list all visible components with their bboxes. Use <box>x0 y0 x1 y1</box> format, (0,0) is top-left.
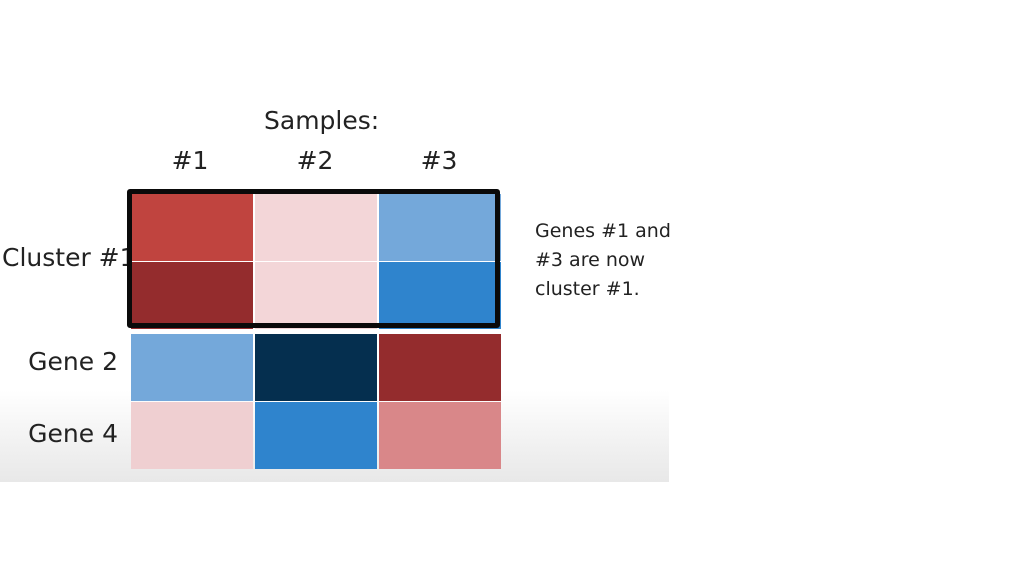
heatmap-cell <box>379 402 501 469</box>
row-label-gene-2: Gene 2 <box>28 347 118 376</box>
heatmap-cell <box>379 334 501 401</box>
heatmap-cell <box>379 262 501 329</box>
heatmap-cell <box>255 402 377 469</box>
heatmap-cell <box>379 194 501 261</box>
heatmap-cell <box>131 262 253 329</box>
heatmap-cell <box>255 334 377 401</box>
column-label-2: #2 <box>296 146 334 175</box>
cluster-note: Genes #1 and #3 are now cluster #1. <box>535 217 685 304</box>
heatmap-cell <box>131 194 253 261</box>
heatmap-cell <box>255 194 377 261</box>
heatmap-cell <box>131 402 253 469</box>
note-line-1: Genes #1 and <box>535 220 671 242</box>
heatmap-cell <box>131 334 253 401</box>
row-label-gene-4: Gene 4 <box>28 419 118 448</box>
samples-title: Samples: <box>264 106 380 135</box>
cluster-highlight-box <box>127 189 500 328</box>
row-label-cluster: Cluster #1 <box>2 243 136 272</box>
column-label-3: #3 <box>420 146 458 175</box>
column-label-1: #1 <box>171 146 209 175</box>
note-line-2: #3 are now <box>535 249 646 271</box>
note-line-3: cluster #1. <box>535 278 640 300</box>
heatmap-cell <box>255 262 377 329</box>
